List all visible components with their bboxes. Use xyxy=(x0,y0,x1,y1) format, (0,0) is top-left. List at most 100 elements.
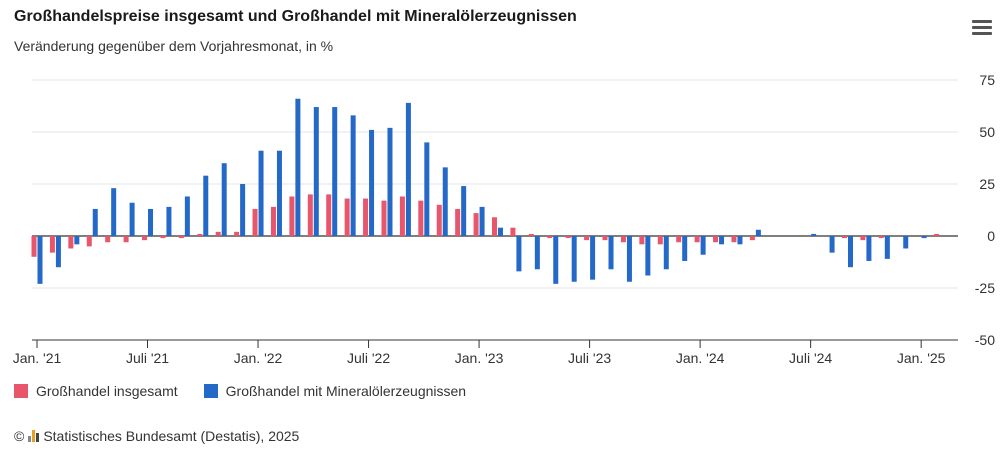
bar-mineraloel xyxy=(313,107,319,236)
bar-insgesamt xyxy=(473,213,479,236)
source-line: © Statistisches Bundesamt (Destatis), 20… xyxy=(14,428,299,444)
y-tick-label: 0 xyxy=(987,228,995,244)
legend: Großhandel insgesamt Großhandel mit Mine… xyxy=(14,383,466,399)
bar-mineraloel xyxy=(682,236,688,261)
bar-insgesamt xyxy=(455,208,461,236)
bar-mineraloel xyxy=(332,107,338,236)
bar-insgesamt xyxy=(105,236,111,243)
bar-mineraloel xyxy=(921,236,927,239)
bar-insgesamt xyxy=(289,196,295,236)
bar-mineraloel xyxy=(498,227,503,236)
bar-mineraloel xyxy=(663,236,669,270)
bar-insgesamt xyxy=(399,196,405,236)
bar-insgesamt xyxy=(31,236,37,257)
bar-mineraloel xyxy=(829,236,835,253)
bar-mineraloel xyxy=(276,150,282,236)
bar-chart: 75 50 25 0 -25 -50 Jan. '21 Juli '21 Jan. '22 Ju… xyxy=(13,72,996,366)
bar-mineraloel xyxy=(424,142,430,236)
bar-mineraloel xyxy=(847,236,853,268)
bar-insgesamt xyxy=(197,233,203,236)
chart-title: Großhandelspreise insgesamt und Großhand… xyxy=(14,8,577,25)
bar-mineraloel xyxy=(295,98,301,236)
bar-mineraloel xyxy=(590,236,596,280)
bar-mineraloel xyxy=(755,229,761,236)
bar-insgesamt xyxy=(123,236,129,243)
bar-mineraloel xyxy=(626,236,632,282)
bar-insgesamt xyxy=(934,233,940,236)
legend-swatch-mineraloel xyxy=(203,384,218,398)
y-axis-labels: 75 50 25 0 -25 -50 xyxy=(975,72,995,348)
y-tick-label: 50 xyxy=(979,124,995,140)
bar-mineraloel xyxy=(553,236,559,284)
bar-insgesamt xyxy=(234,231,240,236)
legend-item-insgesamt[interactable]: Großhandel insgesamt xyxy=(14,383,178,399)
hamburger-menu-icon[interactable] xyxy=(972,20,992,36)
bar-mineraloel xyxy=(405,102,411,236)
x-tick-label: Jan. '25 xyxy=(897,350,946,366)
bar-insgesamt xyxy=(713,236,719,243)
x-tick-label: Jan. '21 xyxy=(13,350,62,366)
bar-mineraloel xyxy=(516,236,522,272)
bar-insgesamt xyxy=(418,200,424,236)
bar-insgesamt xyxy=(749,236,755,241)
x-tick-label: Jan. '22 xyxy=(234,350,283,366)
bar-insgesamt xyxy=(326,194,332,236)
bar-mineraloel xyxy=(387,127,393,236)
bar-insgesamt xyxy=(381,200,387,236)
bar-mineraloel xyxy=(700,236,706,255)
bar-insgesamt xyxy=(178,236,184,239)
bar-mineraloel xyxy=(479,206,485,236)
bar-mineraloel xyxy=(148,208,154,236)
bar-mineraloel xyxy=(166,206,172,236)
bar-mineraloel xyxy=(534,236,540,270)
bar-insgesamt xyxy=(565,236,571,239)
bar-mineraloel xyxy=(184,196,190,236)
x-axis: Jan. '21 Juli '21 Jan. '22 Juli '22 Jan. '23… xyxy=(13,339,958,366)
bar-insgesamt xyxy=(492,217,497,236)
x-tick-label: Jan. '23 xyxy=(455,350,504,366)
bar-mineraloel xyxy=(608,236,614,270)
bar-insgesamt xyxy=(363,198,369,236)
bar-insgesamt xyxy=(344,198,350,236)
bar-mineraloel xyxy=(719,236,725,245)
bar-insgesamt xyxy=(142,236,148,241)
bar-mineraloel xyxy=(203,175,209,236)
x-tick-label: Juli '21 xyxy=(126,350,169,366)
bar-mineraloel xyxy=(55,236,61,268)
copyright-symbol: © xyxy=(14,428,25,444)
bar-insgesamt xyxy=(49,236,55,253)
bar-insgesamt xyxy=(436,204,442,236)
legend-item-mineraloel[interactable]: Großhandel mit Mineralölerzeugnissen xyxy=(203,383,467,399)
bar-insgesamt xyxy=(694,236,700,243)
bar-mineraloel xyxy=(258,150,264,236)
bar-mineraloel xyxy=(240,184,246,236)
bar-mineraloel xyxy=(645,236,651,276)
legend-label-mineraloel: Großhandel mit Mineralölerzeugnissen xyxy=(225,383,467,399)
bar-insgesamt xyxy=(602,236,608,241)
bar-insgesamt xyxy=(307,194,313,236)
bar-insgesamt xyxy=(657,236,663,245)
bar-mineraloel xyxy=(442,167,448,236)
bar-mineraloel xyxy=(129,202,135,236)
destatis-bars-icon xyxy=(28,430,40,442)
bar-insgesamt xyxy=(215,231,221,236)
legend-swatch-insgesamt xyxy=(14,384,28,398)
bar-mineraloel xyxy=(571,236,577,282)
source-text: Statistisches Bundesamt (Destatis), 2025 xyxy=(43,428,300,444)
legend-label-insgesamt: Großhandel insgesamt xyxy=(36,383,178,399)
y-tick-label: 25 xyxy=(979,176,995,192)
bar-mineraloel xyxy=(369,129,375,236)
bar-insgesamt xyxy=(676,236,682,243)
bar-insgesamt xyxy=(841,236,847,239)
bar-mineraloel xyxy=(350,115,356,236)
bar-insgesamt xyxy=(584,236,590,241)
bar-mineraloel xyxy=(92,208,98,236)
bar-mineraloel xyxy=(461,186,467,236)
x-tick-label: Juli '24 xyxy=(789,350,832,366)
bar-mineraloel xyxy=(866,236,872,261)
bars xyxy=(31,98,946,284)
bar-mineraloel xyxy=(37,236,43,284)
x-tick-label: Juli '22 xyxy=(347,350,390,366)
bar-insgesamt xyxy=(510,227,516,236)
x-tick-label: Juli '23 xyxy=(568,350,611,366)
